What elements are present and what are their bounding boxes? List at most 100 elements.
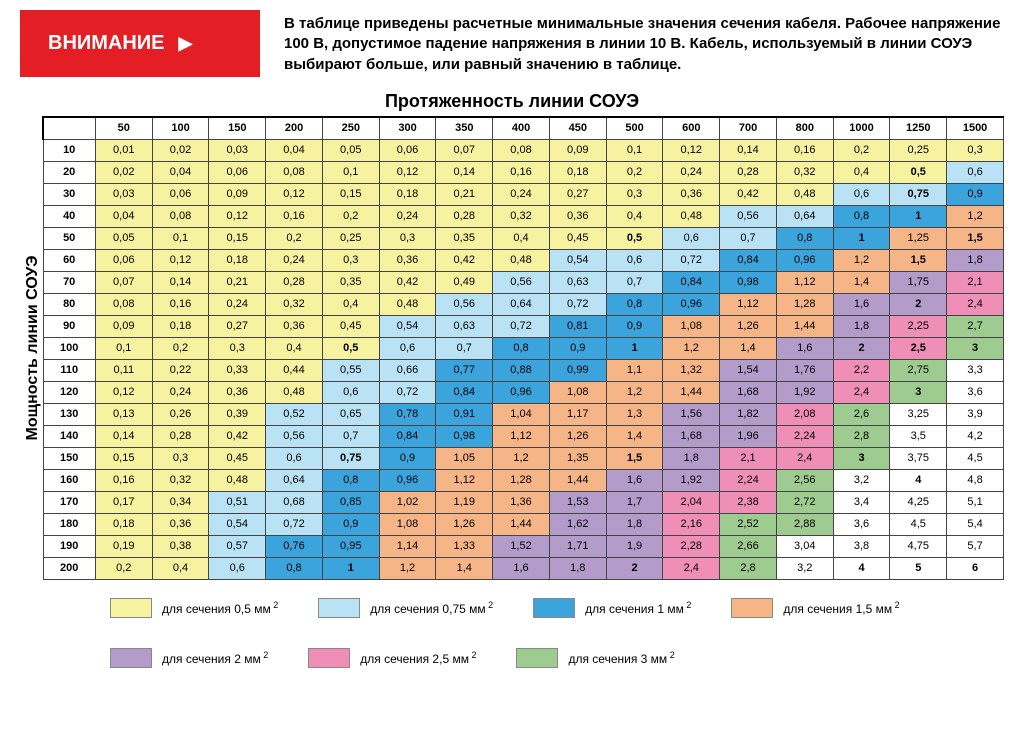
table-cell: 0,1 xyxy=(606,139,663,161)
row-header: 50 xyxy=(43,227,95,249)
table-cell: 0,06 xyxy=(152,183,209,205)
legend-label: для сечения 2,5 мм 2 xyxy=(360,650,476,666)
table-cell: 0,14 xyxy=(152,271,209,293)
table-cell: 2,4 xyxy=(663,557,720,579)
table-cell: 1,4 xyxy=(436,557,493,579)
table-cell: 1,12 xyxy=(720,293,777,315)
row-header: 150 xyxy=(43,447,95,469)
column-header: 300 xyxy=(379,117,436,139)
table-cell: 0,32 xyxy=(266,293,323,315)
table-cell: 1 xyxy=(606,337,663,359)
table-cell: 0,6 xyxy=(947,161,1004,183)
table-cell: 0,05 xyxy=(322,139,379,161)
table-cell: 0,54 xyxy=(209,513,266,535)
table-cell: 0,54 xyxy=(379,315,436,337)
description-text: В таблице приведены расчетные минимальны… xyxy=(284,10,1004,75)
column-header: 1000 xyxy=(833,117,890,139)
table-cell: 0,84 xyxy=(663,271,720,293)
table-cell: 0,2 xyxy=(833,139,890,161)
table-cell: 0,9 xyxy=(947,183,1004,205)
table-cell: 0,95 xyxy=(322,535,379,557)
table-cell: 0,1 xyxy=(322,161,379,183)
row-header: 80 xyxy=(43,293,95,315)
table-cell: 2,24 xyxy=(720,469,777,491)
table-cell: 2,28 xyxy=(663,535,720,557)
table-cell: 0,2 xyxy=(606,161,663,183)
table-cell: 0,06 xyxy=(95,249,152,271)
table-cell: 0,45 xyxy=(322,315,379,337)
table-cell: 0,5 xyxy=(890,161,947,183)
table-cell: 0,08 xyxy=(152,205,209,227)
table-cell: 6 xyxy=(947,557,1004,579)
table-container: Мощность линии СОУЭ 50100150200250300350… xyxy=(20,116,1004,580)
table-cell: 0,08 xyxy=(493,139,550,161)
table-cell: 0,24 xyxy=(209,293,266,315)
legend-item: для сечения 0,75 мм 2 xyxy=(318,598,493,618)
table-cell: 0,35 xyxy=(322,271,379,293)
table-cell: 1,52 xyxy=(493,535,550,557)
table-cell: 0,36 xyxy=(549,205,606,227)
row-header: 20 xyxy=(43,161,95,183)
table-cell: 0,28 xyxy=(152,425,209,447)
table-cell: 1,53 xyxy=(549,491,606,513)
table-cell: 0,57 xyxy=(209,535,266,557)
table-cell: 2,1 xyxy=(720,447,777,469)
table-cell: 2,66 xyxy=(720,535,777,557)
table-cell: 0,35 xyxy=(436,227,493,249)
table-cell: 2,38 xyxy=(720,491,777,513)
table-cell: 0,48 xyxy=(776,183,833,205)
legend-swatch xyxy=(110,648,152,668)
table-cell: 0,18 xyxy=(152,315,209,337)
legend-label: для сечения 0,75 мм 2 xyxy=(370,600,493,616)
table-cell: 3 xyxy=(947,337,1004,359)
table-cell: 1,7 xyxy=(606,491,663,513)
table-cell: 0,4 xyxy=(606,205,663,227)
play-icon: ▶ xyxy=(179,33,193,54)
table-cell: 0,99 xyxy=(549,359,606,381)
table-cell: 1,6 xyxy=(606,469,663,491)
table-cell: 0,8 xyxy=(833,205,890,227)
table-cell: 0,22 xyxy=(152,359,209,381)
table-cell: 0,12 xyxy=(209,205,266,227)
table-cell: 0,45 xyxy=(209,447,266,469)
table-cell: 5,1 xyxy=(947,491,1004,513)
table-cell: 0,14 xyxy=(436,161,493,183)
table-cell: 1,44 xyxy=(663,381,720,403)
table-cell: 0,2 xyxy=(266,227,323,249)
column-header: 1500 xyxy=(947,117,1004,139)
table-cell: 0,06 xyxy=(209,161,266,183)
table-cell: 0,96 xyxy=(663,293,720,315)
table-cell: 0,77 xyxy=(436,359,493,381)
table-cell: 0,55 xyxy=(322,359,379,381)
table-cell: 0,33 xyxy=(209,359,266,381)
table-cell: 0,27 xyxy=(549,183,606,205)
table-cell: 0,3 xyxy=(152,447,209,469)
legend-item: для сечения 2,5 мм 2 xyxy=(308,648,476,668)
table-cell: 0,6 xyxy=(322,381,379,403)
table-cell: 0,14 xyxy=(720,139,777,161)
table-cell: 0,9 xyxy=(549,337,606,359)
table-cell: 2,7 xyxy=(947,315,1004,337)
table-cell: 2,72 xyxy=(776,491,833,513)
table-cell: 1,08 xyxy=(549,381,606,403)
table-cell: 0,98 xyxy=(720,271,777,293)
table-cell: 0,8 xyxy=(322,469,379,491)
table-cell: 0,84 xyxy=(379,425,436,447)
column-header: 800 xyxy=(776,117,833,139)
table-cell: 1,25 xyxy=(890,227,947,249)
table-cell: 1,2 xyxy=(379,557,436,579)
legend-label: для сечения 2 мм 2 xyxy=(162,650,268,666)
table-cell: 1,5 xyxy=(890,249,947,271)
table-cell: 0,75 xyxy=(890,183,947,205)
table-cell: 0,3 xyxy=(606,183,663,205)
table-cell: 0,34 xyxy=(152,491,209,513)
table-cell: 0,4 xyxy=(152,557,209,579)
table-cell: 2,24 xyxy=(776,425,833,447)
table-cell: 1,12 xyxy=(436,469,493,491)
table-cell: 0,15 xyxy=(95,447,152,469)
legend-swatch xyxy=(308,648,350,668)
column-header: 400 xyxy=(493,117,550,139)
table-cell: 0,7 xyxy=(436,337,493,359)
table-cell: 0,45 xyxy=(549,227,606,249)
table-cell: 0,9 xyxy=(379,447,436,469)
